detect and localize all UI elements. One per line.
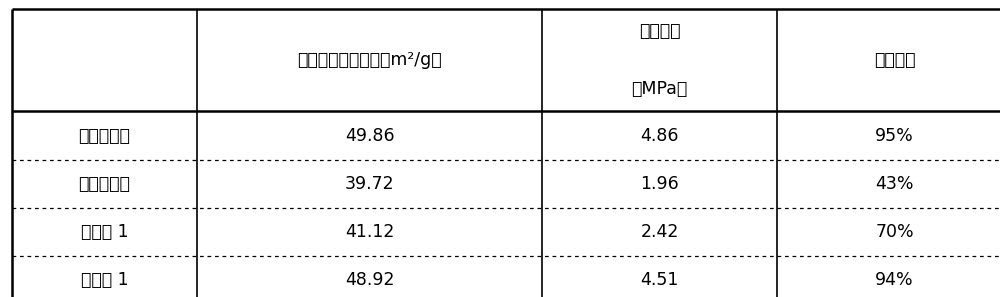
Text: 48.92: 48.92	[345, 271, 394, 289]
Text: 2.42: 2.42	[640, 223, 679, 241]
Text: 新鲜催化剂: 新鲜催化剂	[79, 127, 130, 145]
Text: 抗压强度

（MPa）: 抗压强度 （MPa）	[631, 22, 688, 98]
Text: 对比例 1: 对比例 1	[81, 223, 128, 241]
Text: 49.86: 49.86	[345, 127, 394, 145]
Text: 43%: 43%	[875, 175, 914, 193]
Text: 4.86: 4.86	[640, 127, 679, 145]
Text: 39.72: 39.72	[345, 175, 394, 193]
Text: 催化剂微观比表面（m²/g）: 催化剂微观比表面（m²/g）	[297, 51, 442, 69]
Text: 70%: 70%	[875, 223, 914, 241]
Text: 95%: 95%	[875, 127, 914, 145]
Text: 1.96: 1.96	[640, 175, 679, 193]
Text: 4.51: 4.51	[640, 271, 679, 289]
Text: 94%: 94%	[875, 271, 914, 289]
Text: 41.12: 41.12	[345, 223, 394, 241]
Text: 失活催化剂: 失活催化剂	[79, 175, 130, 193]
Text: 实施例 1: 实施例 1	[81, 271, 128, 289]
Text: 脱硝效率: 脱硝效率	[874, 51, 915, 69]
